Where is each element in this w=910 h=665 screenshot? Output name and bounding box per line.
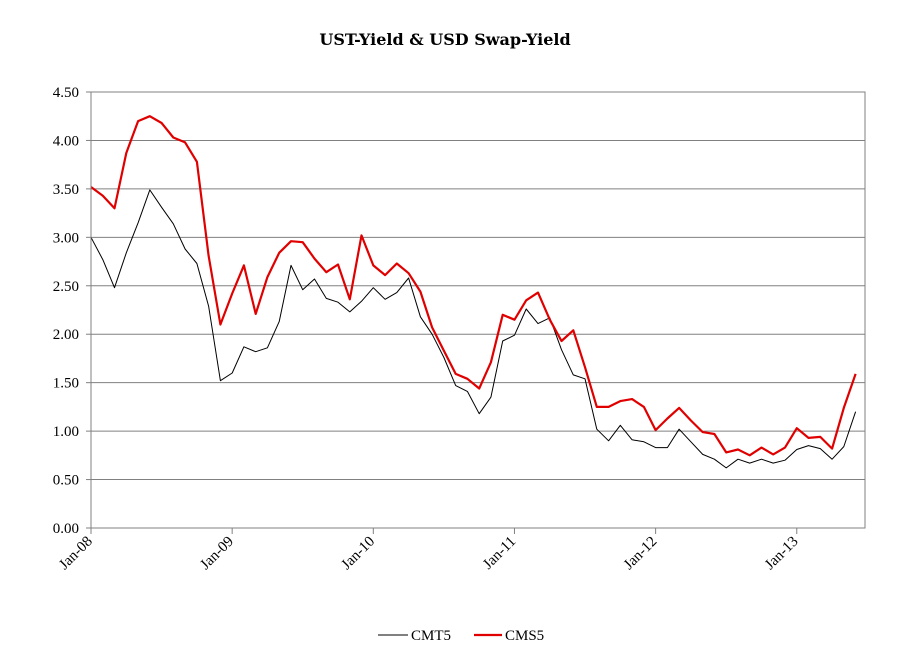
y-tick-label: 3.00 [53, 230, 79, 246]
legend: CMT5 CMS5 [378, 628, 544, 644]
y-tick-label: 0.00 [53, 521, 79, 537]
y-tick-label: 2.50 [53, 279, 79, 295]
axes [86, 91, 865, 534]
y-tick-label: 2.00 [53, 327, 79, 343]
x-tick-label: Jan-08 [56, 534, 96, 574]
gridlines [91, 91, 865, 481]
y-axis-ticks: 0.00 0.50 1.00 1.50 2.00 2.50 3.00 3.50 4.00 4.50 [53, 85, 79, 537]
series-line-cmt5 [90, 189, 857, 469]
y-tick-label: 4.50 [53, 85, 79, 101]
x-axis-ticks: Jan-08 Jan-09 Jan-10 Jan-11 Jan-12 Jan-13 [56, 534, 801, 574]
chart-title: UST-Yield & USD Swap-Yield [319, 30, 571, 49]
legend-label-cmt5: CMT5 [411, 628, 451, 644]
x-tick-label: Jan-11 [480, 534, 519, 573]
y-tick-label: 1.00 [53, 424, 79, 440]
y-tick-label: 1.50 [53, 376, 79, 392]
y-tick-label: 3.50 [53, 182, 79, 198]
x-tick-label: Jan-13 [762, 534, 802, 574]
y-tick-label: 4.00 [53, 133, 79, 149]
x-tick-label: Jan-09 [197, 534, 237, 574]
series-lines [90, 115, 857, 469]
y-tick-label: 0.50 [53, 473, 79, 489]
series-line-cms5 [90, 115, 857, 457]
x-tick-label: Jan-12 [621, 534, 661, 574]
x-tick-label: Jan-10 [339, 534, 379, 574]
legend-label-cms5: CMS5 [505, 628, 544, 644]
